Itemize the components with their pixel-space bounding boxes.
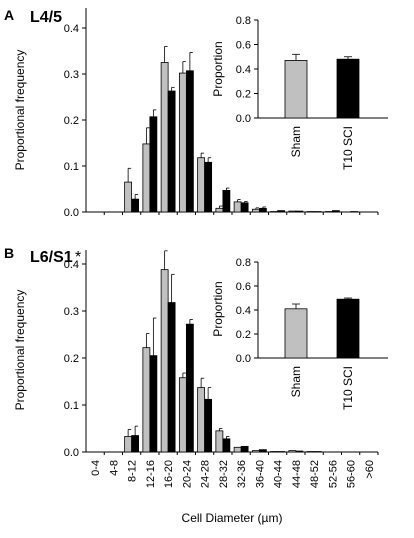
inset-y-tick-label: 0.8: [236, 257, 251, 269]
y-tick-label: 0.2: [64, 353, 79, 365]
inset-y-tick-label: 0.0: [236, 113, 251, 125]
inset-y-tick-label: 0.2: [236, 329, 251, 341]
inset-y-tick-label: 0.8: [236, 15, 251, 27]
bar-28-32-s1: [222, 189, 231, 213]
bar-44-48-s0: [288, 450, 297, 453]
inset-y-axis-label: Proportion: [211, 41, 225, 96]
bar-36-40-s1: [258, 449, 267, 453]
inset-y-tick-label: 0.4: [236, 64, 251, 76]
bar-36-40-s0: [251, 208, 260, 213]
x-tick-label: 4-8: [108, 460, 120, 476]
x-axis-label: Cell Diameter (µm): [182, 511, 283, 525]
x-tick-label: 8-12: [127, 460, 139, 482]
bar-20-24-s0: [178, 72, 187, 213]
x-tick-label: 0-4: [90, 460, 102, 476]
bar-32-36-s0: [233, 446, 242, 453]
y-tick-label: 0.3: [64, 69, 79, 81]
panel-letter: B: [4, 245, 14, 261]
bar-12-16-s1: [149, 355, 158, 453]
y-tick-label: 0.0: [64, 207, 79, 219]
bar-32-36-s1: [240, 445, 249, 453]
inset-y-tick-label: 0.6: [236, 281, 251, 293]
panel-title: L6/S1: [30, 249, 73, 266]
bar-16-20-s0: [160, 269, 169, 453]
y-tick-label: 0.4: [64, 23, 79, 35]
bar-12-16-s0: [142, 143, 151, 213]
y-axis-label: Proportional frequency: [13, 50, 27, 171]
bar-24-28-s0: [197, 157, 206, 213]
bar-20-24-s1: [185, 323, 194, 453]
x-tick-label: 32-36: [236, 460, 248, 488]
inset-y-axis-label: Proportion: [211, 281, 225, 336]
bar-44-48-s1: [295, 210, 304, 213]
bar-20-24-s0: [178, 377, 187, 453]
x-tick-label: 36-40: [254, 460, 266, 488]
x-tick-label: 28-32: [218, 460, 230, 488]
significance-marker: *: [75, 249, 81, 266]
x-tick-label: 24-28: [200, 460, 212, 488]
bar-24-28-s0: [197, 387, 206, 453]
panel-title: L4/5: [30, 9, 62, 26]
x-tick-label: 12-16: [145, 460, 157, 488]
y-tick-label: 0.2: [64, 115, 79, 127]
bar-8-12-s1: [131, 435, 140, 453]
bar-32-36-s0: [233, 201, 242, 213]
bar-36-40-s0: [251, 450, 260, 453]
bar-24-28-s1: [204, 398, 213, 453]
bar-16-20-s1: [167, 90, 176, 213]
bar-8-12-s1: [131, 198, 140, 213]
y-tick-label: 0.0: [64, 447, 79, 459]
inset-y-tick-label: 0.2: [236, 89, 251, 101]
bar-44-48-s1: [295, 450, 304, 453]
bar-12-16-s0: [142, 347, 151, 453]
inset-bar-1: [336, 58, 360, 119]
bar-40-44-s1: [277, 210, 286, 213]
bar-8-12-s0: [124, 181, 133, 213]
bar-36-40-s1: [258, 207, 267, 213]
y-tick-label: 0.4: [64, 259, 79, 271]
bar-16-20-s0: [160, 62, 169, 213]
x-tick-label: 52-56: [327, 460, 339, 488]
inset-bar-0: [284, 60, 308, 119]
bar-24-28-s1: [204, 161, 213, 213]
y-tick-label: 0.3: [64, 306, 79, 318]
x-tick-label: 40-44: [273, 460, 285, 488]
inset-y-tick-label: 0.6: [236, 40, 251, 52]
x-tick-label: 20-24: [181, 460, 193, 488]
bar-32-36-s1: [240, 202, 249, 213]
inset-bar-0: [284, 308, 308, 359]
bar-28-32-s0: [215, 207, 224, 213]
bar-16-20-s1: [167, 302, 176, 453]
inset-y-tick-label: 0.4: [236, 305, 251, 317]
x-tick-label: >60: [364, 460, 376, 479]
panel-letter: A: [4, 7, 14, 23]
x-tick-label: 56-60: [346, 460, 358, 488]
inset-bar-1: [336, 298, 360, 359]
bar-44-48-s0: [288, 210, 297, 213]
bar-28-32-s1: [222, 438, 231, 453]
x-tick-label: 16-20: [163, 460, 175, 488]
x-tick-label: 48-52: [309, 460, 321, 488]
inset-x-tick-label: Sham: [289, 366, 303, 397]
x-tick-label: 44-48: [291, 460, 303, 488]
bar-12-16-s1: [149, 116, 158, 213]
y-axis-label: Proportional frequency: [13, 290, 27, 411]
y-tick-label: 0.1: [64, 161, 79, 173]
inset-x-tick-label: T10 SCI: [341, 126, 355, 170]
inset-x-tick-label: T10 SCI: [341, 366, 355, 410]
inset-x-tick-label: Sham: [289, 126, 303, 157]
bar-28-32-s0: [215, 430, 224, 453]
bar-20-24-s1: [185, 70, 194, 213]
y-tick-label: 0.1: [64, 400, 79, 412]
bar-52-56-s1: [331, 210, 340, 213]
inset-y-tick-label: 0.0: [236, 353, 251, 365]
bar-8-12-s0: [124, 436, 133, 453]
